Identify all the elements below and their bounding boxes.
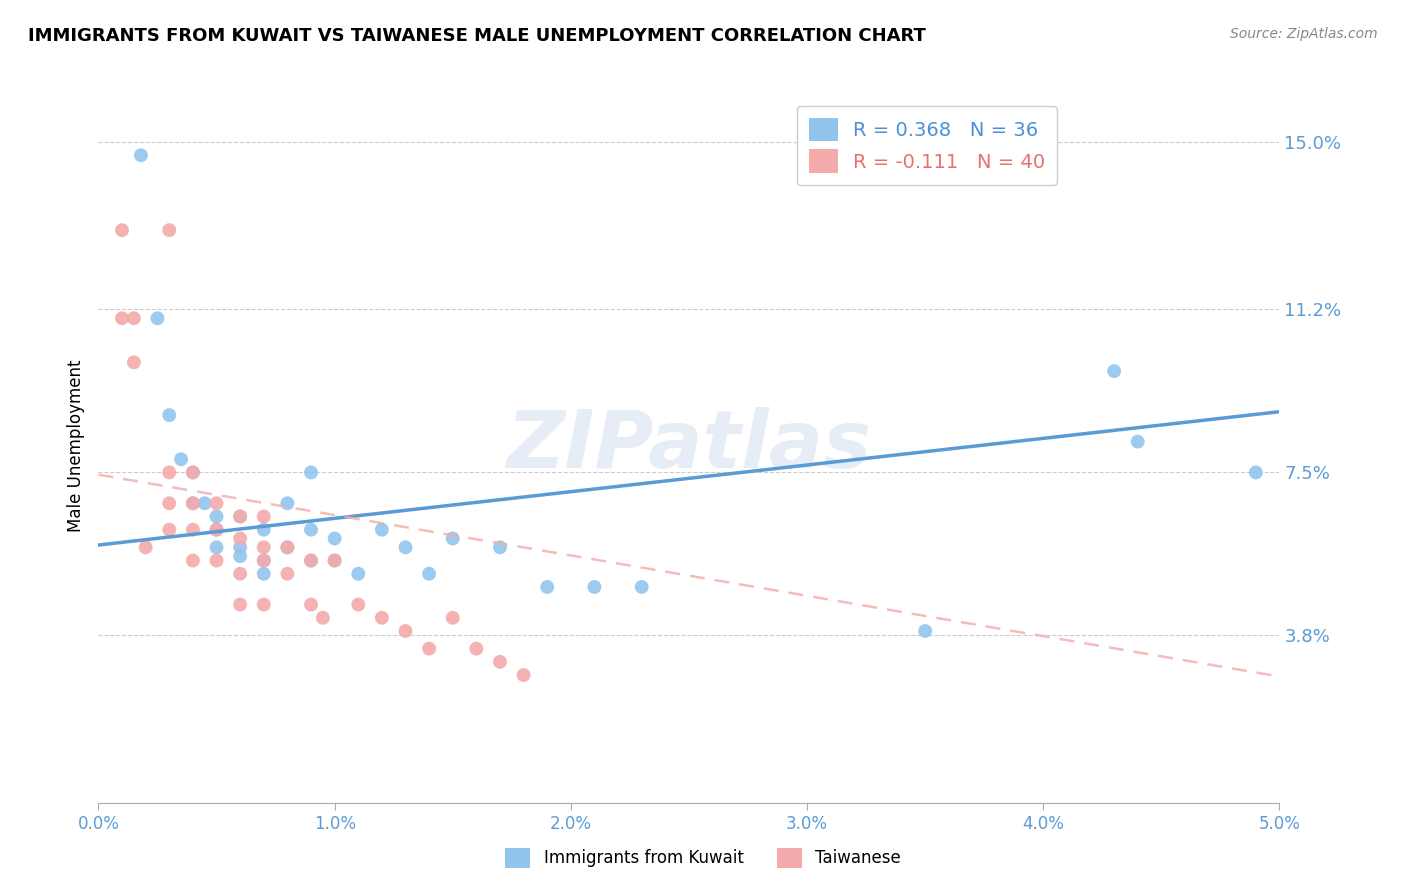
- Point: [170, 452, 193, 467]
- Point: [181, 466, 204, 480]
- Point: [1102, 364, 1125, 378]
- Point: [229, 509, 252, 524]
- Point: [299, 553, 322, 567]
- Point: [181, 523, 204, 537]
- Point: [181, 553, 204, 567]
- Point: [205, 541, 228, 555]
- Point: [1244, 466, 1267, 480]
- Point: [157, 223, 180, 237]
- Point: [157, 496, 180, 510]
- Point: [323, 553, 346, 567]
- Y-axis label: Male Unemployment: Male Unemployment: [66, 359, 84, 533]
- Point: [914, 624, 936, 638]
- Point: [299, 466, 322, 480]
- Point: [229, 541, 252, 555]
- Point: [146, 311, 169, 326]
- Point: [441, 611, 464, 625]
- Point: [229, 509, 252, 524]
- Text: Source: ZipAtlas.com: Source: ZipAtlas.com: [1230, 27, 1378, 41]
- Point: [181, 496, 204, 510]
- Point: [299, 553, 322, 567]
- Text: IMMIGRANTS FROM KUWAIT VS TAIWANESE MALE UNEMPLOYMENT CORRELATION CHART: IMMIGRANTS FROM KUWAIT VS TAIWANESE MALE…: [28, 27, 927, 45]
- Point: [299, 598, 322, 612]
- Point: [323, 553, 346, 567]
- Point: [323, 532, 346, 546]
- Point: [299, 523, 322, 537]
- Point: [536, 580, 558, 594]
- Point: [441, 532, 464, 546]
- Point: [181, 496, 204, 510]
- Point: [205, 523, 228, 537]
- Point: [253, 598, 276, 612]
- Point: [229, 549, 252, 563]
- Point: [205, 509, 228, 524]
- Point: [205, 496, 228, 510]
- Point: [371, 523, 394, 537]
- Point: [512, 668, 534, 682]
- Point: [229, 566, 252, 581]
- Point: [157, 466, 180, 480]
- Point: [489, 655, 512, 669]
- Point: [135, 55, 157, 70]
- Point: [111, 223, 134, 237]
- Point: [276, 496, 298, 510]
- Point: [122, 355, 145, 369]
- Point: [205, 553, 228, 567]
- Point: [253, 523, 276, 537]
- Point: [394, 624, 416, 638]
- Point: [276, 566, 298, 581]
- Point: [253, 566, 276, 581]
- Point: [1126, 434, 1149, 449]
- Point: [418, 566, 440, 581]
- Point: [465, 641, 488, 656]
- Point: [276, 541, 298, 555]
- Point: [418, 641, 440, 656]
- Point: [347, 598, 370, 612]
- Point: [157, 408, 180, 422]
- Point: [371, 611, 394, 625]
- Point: [630, 580, 652, 594]
- Point: [394, 541, 416, 555]
- Legend: Immigrants from Kuwait, Taiwanese: Immigrants from Kuwait, Taiwanese: [499, 841, 907, 875]
- Point: [194, 496, 217, 510]
- Point: [253, 541, 276, 555]
- Point: [135, 541, 157, 555]
- Point: [583, 580, 606, 594]
- Text: ZIPatlas: ZIPatlas: [506, 407, 872, 485]
- Point: [205, 523, 228, 537]
- Point: [253, 509, 276, 524]
- Point: [489, 541, 512, 555]
- Point: [253, 553, 276, 567]
- Point: [347, 566, 370, 581]
- Point: [181, 466, 204, 480]
- Point: [276, 541, 298, 555]
- Point: [129, 148, 152, 162]
- Point: [157, 523, 180, 537]
- Point: [111, 311, 134, 326]
- Legend: R = 0.368   N = 36, R = -0.111   N = 40: R = 0.368 N = 36, R = -0.111 N = 40: [797, 106, 1057, 185]
- Point: [312, 611, 335, 625]
- Point: [253, 553, 276, 567]
- Point: [122, 311, 145, 326]
- Point: [229, 598, 252, 612]
- Point: [229, 532, 252, 546]
